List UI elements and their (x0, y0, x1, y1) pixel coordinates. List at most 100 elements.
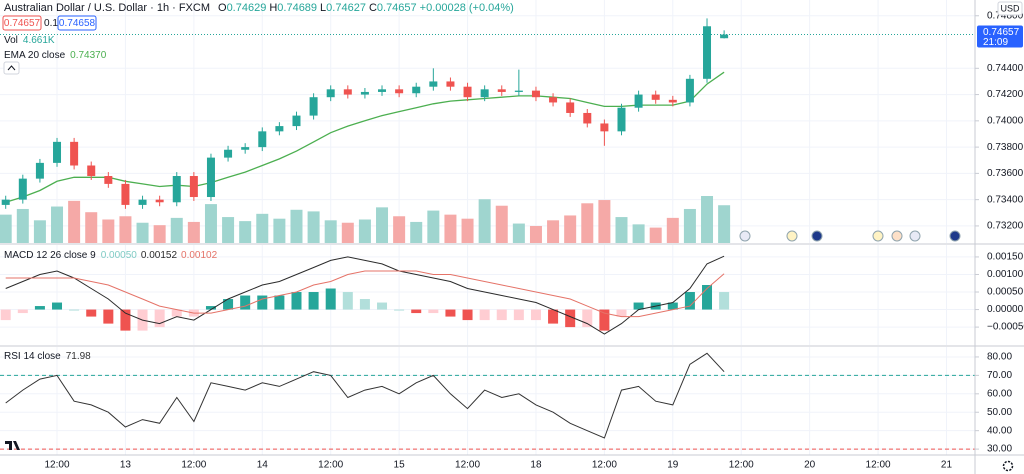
volume-bar (290, 209, 303, 243)
histogram-bar (599, 309, 610, 331)
x-tick-label: 15 (394, 460, 406, 471)
volume-bar (718, 205, 731, 243)
histogram-bar (377, 302, 388, 310)
candle-body (138, 199, 147, 205)
candle-body (634, 94, 643, 108)
histogram-bar (342, 292, 353, 310)
candle-body (1, 199, 10, 205)
event-icon[interactable] (739, 230, 751, 242)
volume-bar (427, 210, 440, 243)
volume-bar (615, 217, 628, 243)
event-icon[interactable] (891, 230, 903, 242)
y-tick-label: 0.00050 (987, 287, 1024, 298)
volume-bar (478, 199, 491, 243)
histogram-bar (702, 285, 713, 310)
candle-body (155, 199, 164, 203)
buy-price[interactable]: 0.74658 (59, 18, 96, 29)
y-tick-label: 0.00100 (987, 269, 1024, 280)
volume-bar (119, 216, 132, 243)
histogram-bar (0, 309, 11, 321)
y-tick-label: 0.74200 (987, 89, 1024, 100)
price-tag (977, 25, 1023, 48)
candle-body (360, 91, 369, 95)
candle-body (617, 107, 626, 132)
candle-body (292, 115, 301, 127)
histogram-bar (496, 309, 507, 321)
x-tick-label: 12:00 (455, 460, 480, 471)
volume-legend: Vol 4.661K (4, 35, 55, 46)
candle-body (480, 89, 489, 98)
ohlc-label: L (320, 2, 326, 14)
symbol-title: Australian Dollar / U.S. Dollar · 1h · F… (4, 2, 210, 14)
y-tick-label: 0.73800 (987, 142, 1024, 153)
event-icon[interactable] (811, 230, 823, 242)
histogram-bar (479, 309, 490, 321)
histogram-bar (34, 306, 45, 310)
volume-bar (444, 214, 457, 243)
y-tick-label: 30.00 (987, 444, 1012, 455)
ohlc-label: O (218, 2, 227, 14)
ohlc-value: 0.74629 (227, 2, 267, 14)
currency-button[interactable] (997, 1, 1023, 16)
y-tick-label: −0.00050 (987, 322, 1024, 333)
spread: 0.1 (44, 18, 58, 29)
candle-body (566, 102, 575, 113)
legend-name: Vol (4, 35, 18, 46)
histogram-bar (530, 309, 541, 321)
histogram-bar (462, 309, 473, 321)
volume-bar (495, 205, 508, 243)
settings-icon[interactable] (1002, 460, 1014, 472)
candle-body (412, 86, 421, 94)
sell-button[interactable] (2, 15, 42, 31)
candle-body (224, 149, 233, 158)
volume-bar (393, 216, 406, 243)
event-icon[interactable] (872, 230, 884, 242)
volume-bar (16, 208, 29, 243)
x-tick-label: 20 (804, 460, 816, 471)
candle-body (703, 26, 712, 79)
legend-value: 0.00102 (181, 250, 218, 261)
histogram-bar (325, 288, 336, 310)
candle-body (549, 97, 558, 103)
histogram-bar (103, 309, 114, 324)
event-icon[interactable] (949, 230, 961, 242)
candle-body (121, 183, 130, 205)
histogram-bar (411, 309, 422, 314)
macd-line (5, 255, 725, 335)
volume-bar (701, 196, 714, 243)
histogram-bar (445, 309, 456, 317)
candle-body (258, 131, 267, 148)
y-tick-label: 70.00 (987, 370, 1012, 381)
candle-body (531, 90, 540, 98)
y-tick-label: 0.00000 (987, 304, 1024, 315)
histogram-bar (684, 292, 695, 310)
candle-body (395, 89, 404, 94)
buy-button[interactable] (57, 15, 97, 31)
price-tag-value: 0.74657 (983, 27, 1020, 38)
event-icon[interactable] (786, 230, 798, 242)
y-tick-label: 0.00150 (987, 252, 1024, 263)
volume-bar (256, 213, 269, 243)
candle-body (651, 94, 660, 100)
candle-body (206, 157, 215, 198)
volume-bar (324, 220, 337, 243)
x-tick-label: 21 (941, 460, 953, 471)
legend-name: RSI 14 close (4, 351, 61, 362)
signal-line (5, 270, 725, 318)
y-tick-label: 0.73400 (987, 194, 1024, 205)
candle-body (53, 141, 62, 163)
histogram-bar (719, 292, 730, 310)
collapse-button[interactable] (3, 61, 20, 75)
y-tick-label: 0.74800 (987, 10, 1024, 21)
volume-bar (341, 222, 354, 243)
candle-body (343, 89, 352, 95)
volume-bar (187, 221, 200, 243)
event-icon[interactable] (909, 230, 921, 242)
sell-price[interactable]: 0.74657 (4, 18, 41, 29)
volume-bar (564, 215, 577, 243)
currency[interactable]: USD (1000, 3, 1020, 13)
volume-bar (204, 204, 217, 243)
candle-body (720, 34, 729, 39)
volume-bar (598, 200, 611, 243)
volume-bar (632, 224, 645, 243)
